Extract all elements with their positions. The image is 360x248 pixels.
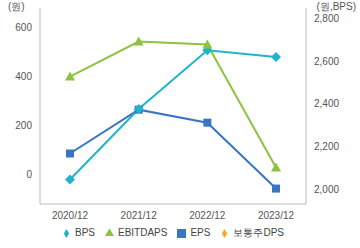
html-text:(원,BPS): (원,BPS) <box>316 1 356 12</box>
html-text:EBITDAPS: EBITDAPS <box>118 227 168 238</box>
html-text:보통주DPS: 보통주DPS <box>233 227 284 238</box>
svg-text:2,400: 2,400 <box>314 98 339 109</box>
svg-text:0: 0 <box>26 169 32 180</box>
svg-text:2,600: 2,600 <box>314 56 339 67</box>
html-text:BPS: BPS <box>75 227 95 238</box>
svg-text:2020/12: 2020/12 <box>52 210 89 221</box>
svg-text:2,800: 2,800 <box>314 13 339 24</box>
svg-text:2,000: 2,000 <box>314 184 339 195</box>
svg-text:2021/12: 2021/12 <box>121 210 158 221</box>
svg-text:2022/12: 2022/12 <box>189 210 226 221</box>
svg-text:2023/12: 2023/12 <box>258 210 295 221</box>
svg-text:200: 200 <box>15 120 32 131</box>
svg-text:400: 400 <box>15 71 32 82</box>
html-text:(원): (원) <box>8 1 25 12</box>
svg-text:2,200: 2,200 <box>314 141 339 152</box>
html-text:EPS: EPS <box>190 227 211 238</box>
svg-text:600: 600 <box>15 22 32 33</box>
